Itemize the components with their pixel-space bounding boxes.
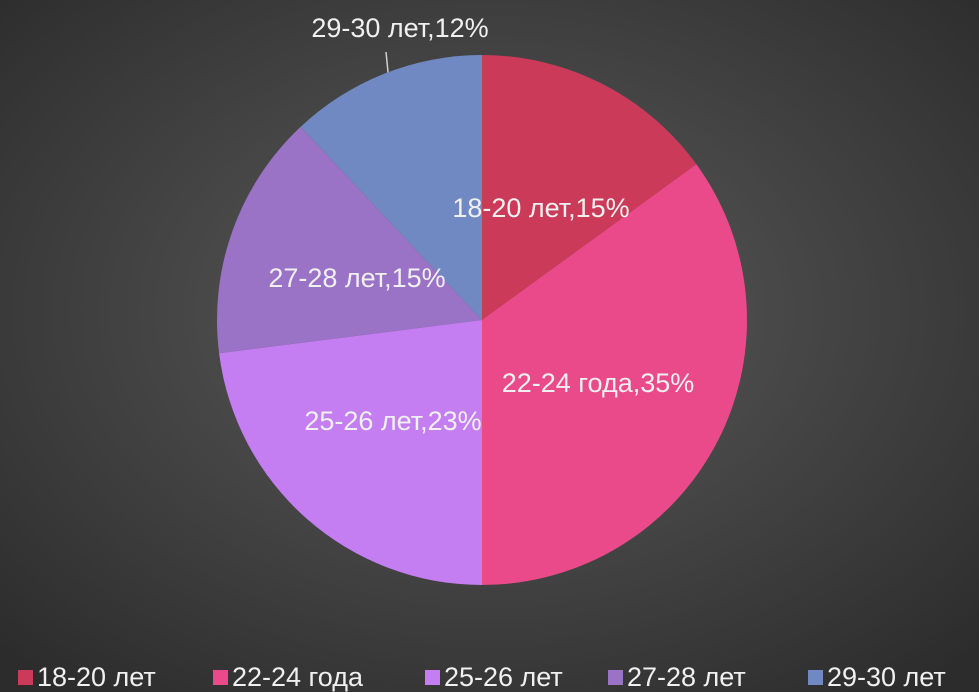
legend-label: 18-20 лет [37, 662, 156, 692]
data-label: 29-30 лет,12% [311, 13, 488, 43]
legend-swatch [18, 670, 33, 685]
pie-slice [482, 55, 697, 320]
pie-slice [217, 126, 482, 354]
legend-swatch [608, 670, 623, 685]
legend-label: 27-28 лет [627, 662, 746, 692]
legend-label: 29-30 лет [827, 662, 946, 692]
pie-slice [219, 320, 482, 585]
legend-swatch [213, 670, 228, 685]
data-label: 25-26 лет,23% [304, 406, 481, 436]
pie-slice [300, 55, 482, 320]
data-label: 27-28 лет,15% [268, 263, 445, 293]
legend-swatch [425, 670, 440, 685]
data-label: 22-24 года,35% [502, 368, 695, 398]
data-label: 18-20 лет,15% [452, 193, 629, 223]
legend-swatch [808, 670, 823, 685]
pie-slice [482, 164, 748, 585]
legend-label: 22-24 года [232, 662, 364, 692]
legend-label: 25-26 лет [444, 662, 563, 692]
